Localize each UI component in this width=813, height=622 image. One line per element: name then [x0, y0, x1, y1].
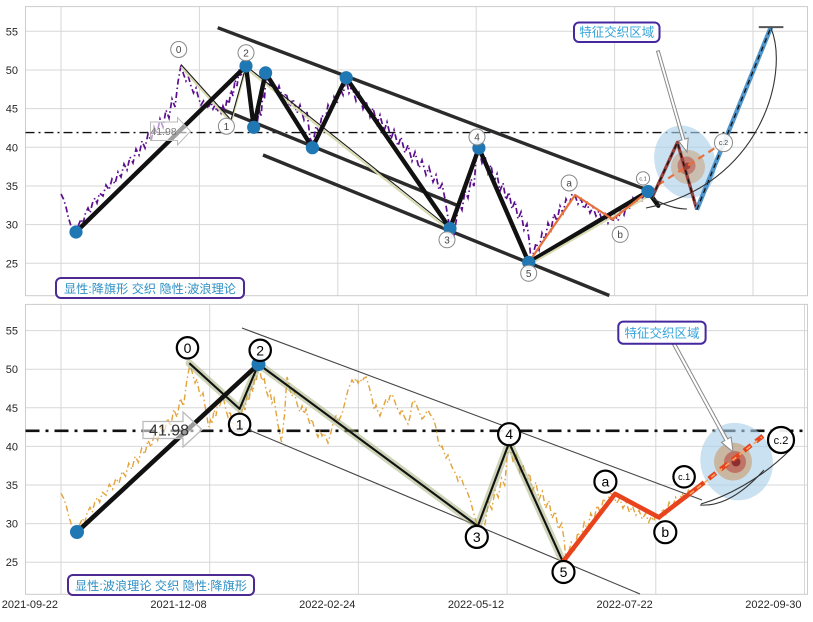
svg-text:55: 55 [6, 326, 18, 338]
svg-text:2022-09-30: 2022-09-30 [745, 599, 801, 611]
svg-text:显性:降旗形 交织 隐性:波浪理论: 显性:降旗形 交织 隐性:波浪理论 [64, 281, 236, 296]
svg-text:41.98: 41.98 [150, 126, 176, 138]
svg-text:4: 4 [505, 426, 513, 442]
svg-text:特征交织区域: 特征交织区域 [624, 326, 699, 341]
svg-text:25: 25 [6, 557, 18, 569]
svg-text:0: 0 [184, 340, 192, 356]
svg-text:c.2: c.2 [774, 435, 789, 447]
svg-text:2: 2 [256, 342, 264, 358]
svg-text:3: 3 [444, 235, 450, 246]
svg-text:30: 30 [6, 220, 18, 232]
svg-text:55: 55 [6, 26, 18, 38]
svg-text:35: 35 [6, 181, 18, 193]
svg-text:25: 25 [6, 258, 18, 270]
svg-text:显性:波浪理论 交织 隐性:降旗形: 显性:波浪理论 交织 隐性:降旗形 [75, 578, 247, 593]
svg-text:41.98: 41.98 [149, 423, 189, 440]
svg-text:50: 50 [6, 364, 18, 376]
svg-text:40: 40 [6, 142, 18, 154]
svg-text:3: 3 [473, 529, 481, 545]
svg-text:2022-05-12: 2022-05-12 [448, 599, 504, 611]
svg-text:5: 5 [560, 564, 568, 580]
svg-text:特征交织区域: 特征交织区域 [579, 25, 654, 40]
svg-text:35: 35 [6, 480, 18, 492]
svg-text:b: b [617, 230, 623, 241]
svg-text:45: 45 [6, 104, 18, 116]
svg-text:2022-02-24: 2022-02-24 [299, 599, 355, 611]
svg-text:4: 4 [474, 133, 480, 144]
svg-text:45: 45 [6, 403, 18, 415]
svg-text:2022-07-22: 2022-07-22 [597, 599, 653, 611]
svg-text:0: 0 [176, 45, 182, 56]
svg-text:1: 1 [224, 122, 230, 133]
svg-text:40: 40 [6, 441, 18, 453]
svg-text:b: b [661, 524, 669, 540]
svg-text:c.2: c.2 [719, 140, 728, 147]
svg-text:30: 30 [6, 519, 18, 531]
svg-text:2021-09-22: 2021-09-22 [2, 599, 58, 611]
svg-text:a: a [602, 474, 610, 490]
svg-text:a: a [566, 179, 572, 190]
svg-text:1: 1 [236, 416, 244, 432]
svg-text:c.1: c.1 [639, 176, 646, 182]
svg-text:2: 2 [243, 48, 249, 59]
svg-text:50: 50 [6, 65, 18, 77]
svg-text:c.1: c.1 [678, 472, 690, 482]
svg-text:2021-12-08: 2021-12-08 [150, 599, 206, 611]
svg-text:5: 5 [526, 269, 532, 280]
